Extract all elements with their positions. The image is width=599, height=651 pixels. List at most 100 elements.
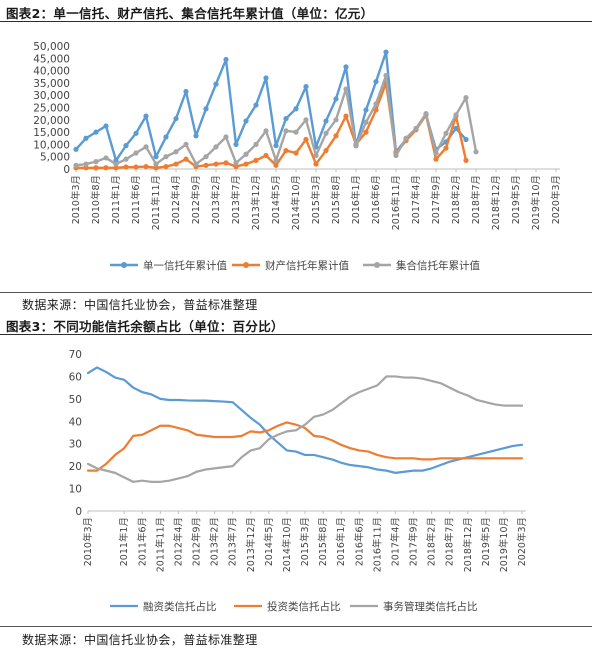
chart1-series-3-point [133,150,139,156]
chart1-series-2-point [113,165,119,171]
chart1-x-tick-label: 2019年5月 [510,175,522,224]
chart1-series-1-point [183,88,189,95]
chart1-series-2-point [173,161,179,167]
chart2-x-tick-label: 2011年1月 [118,517,130,566]
chart1-y-tick-label: 10,000 [33,139,70,151]
chart2-x-tick-label: 2019年10月 [498,517,510,572]
chart1-plot: 05,00010,00015,00020,00025,00030,00035,0… [33,41,562,272]
chart1-x-tick-label: 2018年7月 [470,175,482,224]
chart1-series-2-point [143,163,149,170]
chart1-x-tick-label: 2015年8月 [330,175,342,224]
chart1-series-1-point [293,106,299,112]
chart1-x-tick-label: 2011年6月 [130,175,142,224]
chart2-y-tick-label: 50 [69,394,82,406]
chart1-series-1-point [263,75,269,81]
chart2-x-tick-label: 2014年5月 [263,517,275,566]
chart1-series-2-point [323,147,329,154]
chart2-x-tick-label: 2011年11月 [154,517,166,572]
chart1-series-2-point [463,157,469,163]
chart2-legend-label-3: 事务管理类信托占比 [383,600,478,613]
chart1-series-2-point [83,165,89,171]
chart2-series-line-2 [86,421,524,472]
chart1-series-1-point [133,130,139,136]
chart1-series-3-point [283,128,289,134]
chart1-series-2-point [123,164,129,170]
chart1-series-3-point [123,156,129,162]
chart1-x-tick-label: 2014年5月 [270,175,282,224]
chart1-series-3-point [273,157,279,163]
chart1-series-2-point [243,161,249,167]
chart1-legend-marker-2 [243,262,249,268]
chart1-series-1-point [123,143,129,149]
chart2-series-line-1 [86,366,524,474]
chart1-series-2-point [303,136,309,143]
chart1-y-tick-label: 45,000 [33,53,70,65]
chart1-y-tick-label: 5,000 [40,152,70,164]
chart1-series-1-point [163,134,169,140]
chart1-series-1-point [383,49,389,55]
chart2-x-tick-label: 2010年3月 [82,517,94,566]
chart1-y-tick-label: 15,000 [33,127,70,139]
chart1-series-1-point [223,56,229,63]
chart1-series-1-point [93,129,99,135]
chart2-x-tick-label: 2012年4月 [172,517,184,566]
chart1-series-2-point [443,145,449,151]
chart2-source: 数据来源：中国信托业协会，普益标准整理 [22,633,258,647]
chart1-series-3-point [463,95,469,101]
chart1-series-1-point [233,141,239,147]
chart2-y-tick-label: 0 [75,506,82,518]
chart1-series-2-point [183,156,189,162]
chart1-series-3-point [453,112,459,118]
chart1-y-tick-label: 40,000 [33,66,70,78]
chart1-series-3-point [363,119,369,125]
chart1-series-1-point [83,135,89,141]
chart1-series-1-point [373,79,379,85]
chart1-series-1-point [153,154,159,160]
chart1-x-tick-label: 2012年9月 [190,175,202,224]
chart1-x-tick-label: 2017年4月 [410,175,422,224]
chart1-series-2-point [213,161,219,167]
chart2-x-tick-label: 2016年11月 [371,517,383,572]
chart1-series-2-point [153,165,159,171]
chart1-series-2-point [343,113,349,119]
chart1-series-1-point [103,123,109,129]
chart1-series-1-point [173,115,179,122]
chart2-y-tick-label: 20 [69,461,82,473]
chart1-legend-label-3: 集合信托年累计值 [396,259,480,272]
chart1-x-tick-label: 2010年3月 [70,175,82,224]
chart1-series-2-point [293,150,299,156]
chart1-series-1-point [143,113,149,119]
chart2-y-tick-label: 10 [69,484,82,496]
chart1-series-3-point [263,128,269,134]
chart1-series-1-point [193,133,199,139]
chart1-series-3-point [413,125,419,132]
chart1-series-1-point [253,102,259,108]
chart2-x-tick-label: 2017年9月 [408,517,420,566]
chart1-series-1-point [363,107,369,113]
chart1-series-2-point [283,147,289,154]
chart1-series-3-point [103,155,109,161]
chart1-y-tick-label: 35,000 [33,78,70,90]
chart2-x-tick-label: 2019年5月 [480,517,492,566]
chart1-series-3-point [313,152,319,159]
chart2-x-tick-label: 2011年6月 [136,517,148,566]
chart1-top-rule [0,21,592,22]
chart1-x-tick-label: 2011年1月 [110,175,122,224]
chart1-legend-label-2: 财产信托年累计值 [265,259,349,272]
chart1-series-1-point [113,157,119,163]
chart1-series-2-point [433,156,439,162]
chart1-series-3-point [343,86,349,92]
chart2-x-tick-label: 2014年10月 [281,517,293,572]
chart1-series-3-point [373,101,379,107]
chart1-x-tick-label: 2013年2月 [210,175,222,224]
chart1-x-tick-label: 2012年4月 [170,175,182,224]
chart1-x-tick-label: 2014年10月 [290,175,302,230]
chart1-series-3-point [173,149,179,155]
chart2-plot: 0 10 20 30 40 50 60 70 2010年3月 2011年1月 2011年6月 2011… [69,349,528,613]
chart1-series-2-point [163,163,169,170]
chart1-x-tick-label: 2013年7月 [230,175,242,224]
chart2-x-tick-label: 2016年1月 [335,517,347,566]
chart1-series-2-point [233,163,239,170]
chart1-series-3-point [233,160,239,166]
chart1-x-tick-label: 2020年3月 [550,175,562,224]
